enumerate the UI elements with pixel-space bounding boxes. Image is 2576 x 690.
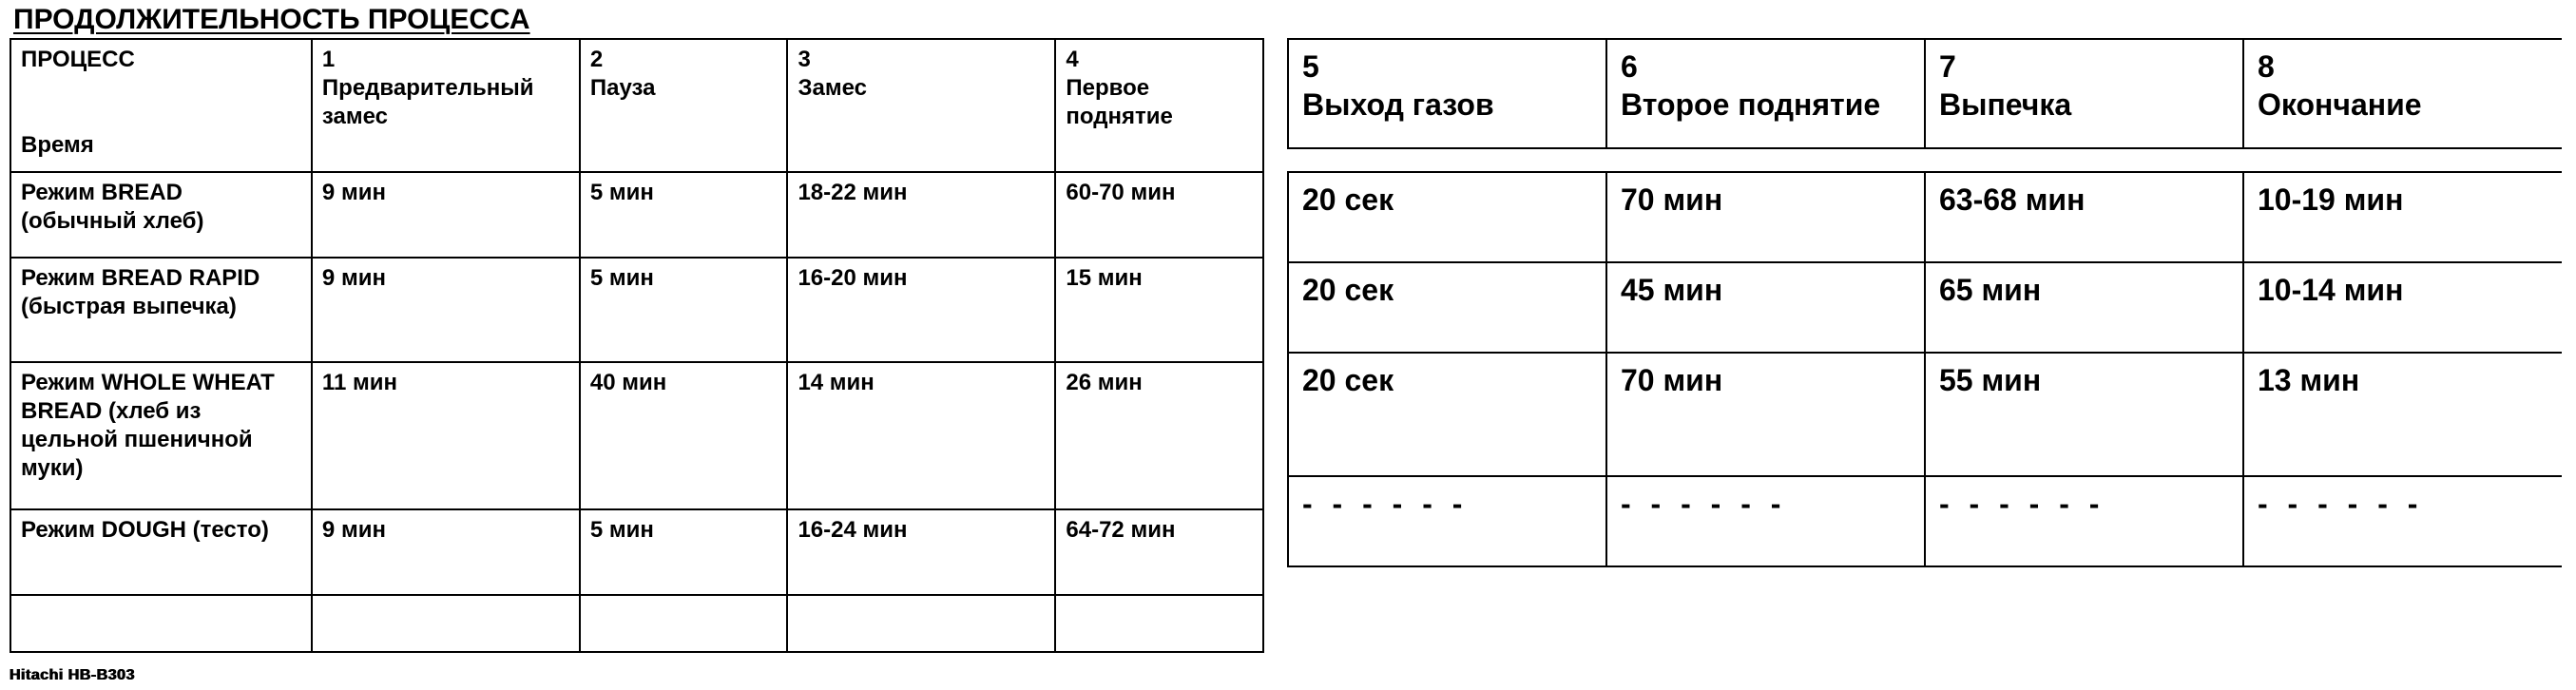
left-col-4-label: Первое поднятие (1066, 75, 1172, 129)
right-col-8: 8 Окончание (2243, 39, 2562, 148)
empty-cell (787, 595, 1055, 652)
cell: 5 мин (580, 172, 788, 258)
cell: 26 мин (1055, 362, 1263, 509)
left-col-1: 1 Предварительный замес (312, 39, 580, 172)
left-col-1-num: 1 (322, 47, 335, 72)
row-label: Режим WHOLE WHEAT BREAD (хлеб из цельной… (10, 362, 312, 509)
right-col-7-num: 7 (1939, 49, 1956, 84)
cell: 15 мин (1055, 258, 1263, 362)
right-col-6: 6 Второе поднятие (1606, 39, 1925, 148)
row-label: Режим DOUGH (тесто) (10, 509, 312, 595)
cell: - - - - - - (2243, 476, 2562, 566)
right-header-row: 5 Выход газов 6 Второе поднятие 7 Выпечк… (1288, 39, 2562, 148)
right-col-5: 5 Выход газов (1288, 39, 1606, 148)
cell: 9 мин (312, 258, 580, 362)
cell: 70 мин (1606, 353, 1925, 476)
cell: 10-19 мин (2243, 172, 2562, 262)
cell: 64-72 мин (1055, 509, 1263, 595)
right-col-7: 7 Выпечка (1925, 39, 2243, 148)
watermark: Hitachi HB-B303 (10, 667, 135, 684)
cell: 65 мин (1925, 262, 2243, 353)
empty-cell (312, 595, 580, 652)
cell: 9 мин (312, 509, 580, 595)
header-process-time: ПРОЦЕСС Время (10, 39, 312, 172)
right-col-8-num: 8 (2258, 49, 2275, 84)
empty-cell (1055, 595, 1263, 652)
cell: 55 мин (1925, 353, 2243, 476)
right-col-5-num: 5 (1302, 49, 1319, 84)
cell: 14 мин (787, 362, 1055, 509)
cell: 16-20 мин (787, 258, 1055, 362)
cell: 63-68 мин (1925, 172, 2243, 262)
right-col-6-label: Второе поднятие (1621, 87, 1880, 122)
cell: 16-24 мин (787, 509, 1055, 595)
table-row: - - - - - - - - - - - - - - - - - - - - … (1288, 476, 2562, 566)
cell: 5 мин (580, 258, 788, 362)
cell: 18-22 мин (787, 172, 1055, 258)
cell: 45 мин (1606, 262, 1925, 353)
left-col-2-label: Пауза (590, 75, 656, 101)
cell: 60-70 мин (1055, 172, 1263, 258)
left-col-2-num: 2 (590, 47, 603, 72)
left-col-4: 4 Первое поднятие (1055, 39, 1263, 172)
left-col-4-num: 4 (1066, 47, 1078, 72)
tables-wrapper: ПРОЦЕСС Время 1 Предварительный замес 2 … (10, 38, 2566, 653)
row-label: Режим BREAD (обычный хлеб) (10, 172, 312, 258)
cell: - - - - - - (1288, 476, 1606, 566)
table-footer-row (10, 595, 1263, 652)
cell: 9 мин (312, 172, 580, 258)
cell: 20 сек (1288, 172, 1606, 262)
cell: 5 мин (580, 509, 788, 595)
empty-cell (10, 595, 312, 652)
table-row: 20 сек 45 мин 65 мин 10-14 мин (1288, 262, 2562, 353)
cell: 10-14 мин (2243, 262, 2562, 353)
table-row: Режим BREAD RAPID (быстрая выпечка) 9 ми… (10, 258, 1263, 362)
header-time-label: Время (21, 131, 301, 160)
left-header-row: ПРОЦЕСС Время 1 Предварительный замес 2 … (10, 39, 1263, 172)
left-col-1-label: Предварительный замес (322, 75, 534, 129)
row-label: Режим BREAD RAPID (быстрая выпечка) (10, 258, 312, 362)
cell: 11 мин (312, 362, 580, 509)
left-col-3-num: 3 (798, 47, 810, 72)
left-col-3: 3 Замес (787, 39, 1055, 172)
cell: 70 мин (1606, 172, 1925, 262)
table-row: 20 сек 70 мин 55 мин 13 мин (1288, 353, 2562, 476)
header-process-label: ПРОЦЕСС (21, 46, 301, 74)
cell: 40 мин (580, 362, 788, 509)
empty-cell (580, 595, 788, 652)
cell: - - - - - - (1925, 476, 2243, 566)
page-title: ПРОДОЛЖИТЕЛЬНОСТЬ ПРОЦЕССА (13, 4, 2566, 36)
right-col-5-label: Выход газов (1302, 87, 1494, 122)
gap-row (1288, 148, 2562, 172)
right-table: 5 Выход газов 6 Второе поднятие 7 Выпечк… (1287, 38, 2562, 567)
left-col-3-label: Замес (798, 75, 867, 101)
right-col-6-num: 6 (1621, 49, 1638, 84)
cell: 20 сек (1288, 353, 1606, 476)
cell: - - - - - - (1606, 476, 1925, 566)
table-row: Режим WHOLE WHEAT BREAD (хлеб из цельной… (10, 362, 1263, 509)
table-row: 20 сек 70 мин 63-68 мин 10-19 мин (1288, 172, 2562, 262)
table-row: Режим DOUGH (тесто) 9 мин 5 мин 16-24 ми… (10, 509, 1263, 595)
right-col-7-label: Выпечка (1939, 87, 2071, 122)
left-table: ПРОЦЕСС Время 1 Предварительный замес 2 … (10, 38, 1264, 653)
left-col-2: 2 Пауза (580, 39, 788, 172)
table-row: Режим BREAD (обычный хлеб) 9 мин 5 мин 1… (10, 172, 1263, 258)
cell: 20 сек (1288, 262, 1606, 353)
cell: 13 мин (2243, 353, 2562, 476)
right-col-8-label: Окончание (2258, 87, 2422, 122)
